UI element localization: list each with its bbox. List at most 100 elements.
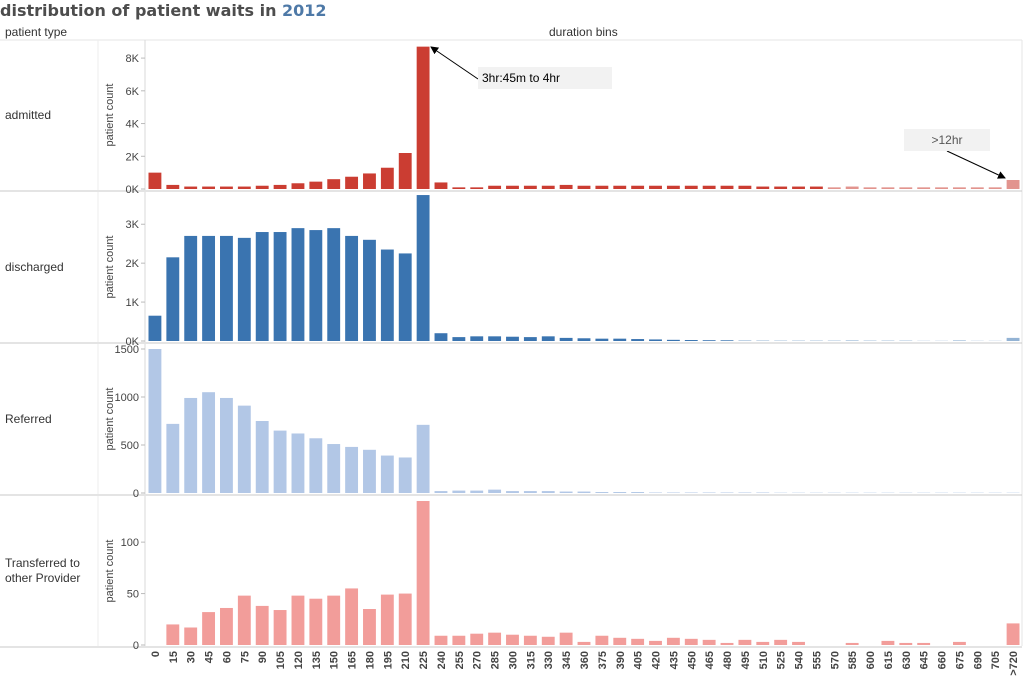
bar-transferred bbox=[273, 610, 287, 645]
annotation-callout-3hr45m: 3hr:45m to 4hr bbox=[478, 67, 612, 89]
bar-transferred bbox=[506, 634, 519, 645]
x-tick-label: 660 bbox=[937, 651, 949, 669]
bar-discharged bbox=[166, 257, 180, 341]
x-tick-label: 510 bbox=[758, 651, 770, 669]
x-tick-label: 135 bbox=[311, 651, 323, 669]
y-axis-title: patient count bbox=[104, 388, 116, 451]
x-tick-label: 375 bbox=[597, 651, 609, 669]
bar-admitted bbox=[506, 185, 519, 189]
y-axis-title: patient count bbox=[104, 236, 116, 299]
bar-discharged bbox=[291, 228, 305, 341]
bar-admitted bbox=[345, 176, 359, 189]
bar-transferred bbox=[380, 594, 394, 645]
bar-transferred bbox=[881, 640, 895, 645]
x-tick-label: 570 bbox=[829, 651, 841, 669]
x-tick-label: 165 bbox=[347, 651, 359, 669]
x-tick-label: 180 bbox=[365, 651, 377, 669]
x-tick-label: 600 bbox=[865, 651, 877, 669]
panel-label-line: discharged bbox=[5, 259, 64, 274]
bar-discharged bbox=[327, 228, 341, 341]
x-tick-label: 150 bbox=[329, 651, 341, 669]
bar-admitted bbox=[595, 185, 609, 189]
bar-discharged bbox=[506, 336, 519, 341]
panel-label-line: Transferred to bbox=[5, 556, 80, 570]
y-tick-label: 100 bbox=[121, 537, 139, 549]
bar-discharged bbox=[649, 339, 662, 341]
bar-admitted bbox=[988, 187, 1002, 189]
bar-admitted bbox=[917, 187, 931, 189]
bar-admitted bbox=[559, 184, 573, 189]
bar-transferred bbox=[309, 598, 323, 645]
x-tick-label: 315 bbox=[525, 651, 537, 669]
bar-discharged bbox=[720, 340, 734, 341]
bar-admitted bbox=[738, 185, 752, 189]
x-tick-label: 285 bbox=[490, 651, 502, 669]
bar-admitted bbox=[684, 185, 698, 189]
bar-transferred bbox=[523, 635, 537, 645]
bar-transferred bbox=[738, 639, 752, 645]
bar-discharged bbox=[452, 337, 466, 341]
bar-referred bbox=[416, 424, 430, 493]
x-tick-label: 390 bbox=[615, 651, 627, 669]
x-tick-label: 435 bbox=[668, 651, 680, 669]
bar-admitted bbox=[649, 185, 662, 189]
x-tick-label: 585 bbox=[847, 651, 859, 669]
x-tick-label: 540 bbox=[794, 651, 806, 669]
x-tick-label: 705 bbox=[990, 651, 1002, 669]
bar-discharged bbox=[613, 338, 627, 341]
x-tick-label: 45 bbox=[204, 651, 216, 663]
bar-admitted bbox=[952, 187, 966, 189]
x-tick-label: 195 bbox=[382, 651, 394, 669]
bar-transferred bbox=[416, 501, 430, 645]
bar-discharged bbox=[702, 340, 716, 341]
bar-admitted bbox=[827, 187, 841, 189]
bar-admitted bbox=[1006, 180, 1020, 189]
bar-admitted bbox=[273, 184, 287, 189]
x-tick-label: 255 bbox=[454, 651, 466, 669]
bar-discharged bbox=[380, 249, 394, 341]
bar-admitted bbox=[845, 186, 859, 189]
annotation-arrow bbox=[946, 150, 1006, 179]
bar-admitted bbox=[899, 187, 913, 189]
bar-admitted bbox=[363, 173, 376, 189]
bar-transferred bbox=[684, 638, 698, 645]
x-tick-label: 420 bbox=[651, 651, 663, 669]
panel-label: Referred bbox=[5, 412, 52, 427]
bar-admitted bbox=[863, 187, 877, 189]
bar-transferred bbox=[774, 639, 788, 645]
bar-discharged bbox=[220, 235, 233, 341]
bar-transferred bbox=[666, 637, 680, 645]
bar-discharged bbox=[398, 253, 412, 341]
y-tick-label: 1K bbox=[126, 297, 140, 309]
bar-transferred bbox=[184, 627, 198, 645]
y-tick-label: 3K bbox=[126, 219, 140, 231]
bar-transferred bbox=[345, 588, 359, 645]
bar-transferred bbox=[702, 639, 716, 645]
x-tick-label: 630 bbox=[901, 651, 913, 669]
x-tick-label: 345 bbox=[561, 651, 573, 669]
bar-referred bbox=[398, 457, 412, 493]
bar-transferred bbox=[559, 632, 573, 645]
bar-referred bbox=[434, 491, 448, 493]
x-tick-label: 15 bbox=[168, 651, 180, 663]
annotation-callout-12hr: >12hr bbox=[904, 129, 990, 151]
bar-discharged bbox=[434, 333, 448, 341]
y-tick-label: 2K bbox=[126, 258, 140, 270]
bar-admitted bbox=[148, 172, 162, 189]
bar-admitted bbox=[756, 186, 770, 189]
bar-discharged bbox=[845, 340, 859, 341]
bar-transferred bbox=[327, 595, 341, 645]
bar-transferred bbox=[613, 637, 627, 645]
bar-referred bbox=[273, 430, 287, 493]
bar-transferred bbox=[917, 642, 931, 645]
bar-transferred bbox=[845, 642, 859, 645]
bar-transferred bbox=[470, 633, 484, 645]
bar-admitted bbox=[488, 185, 502, 189]
chart-title-prefix: distribution of patient waits in bbox=[0, 1, 283, 20]
y-tick-label: 4K bbox=[126, 119, 140, 131]
bar-referred bbox=[577, 491, 591, 493]
bar-transferred bbox=[434, 635, 448, 645]
bar-discharged bbox=[237, 237, 251, 341]
x-tick-label: 240 bbox=[436, 651, 448, 669]
bar-discharged bbox=[631, 339, 645, 341]
